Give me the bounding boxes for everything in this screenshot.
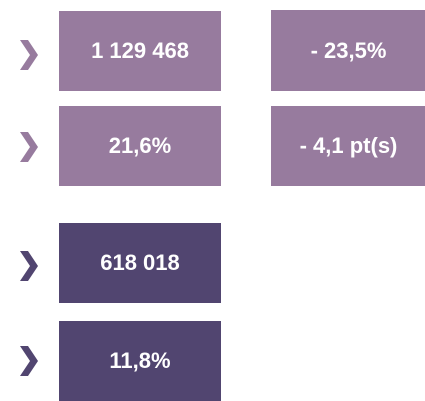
change-box: - 23,5%: [271, 10, 425, 91]
chevron: [20, 40, 38, 70]
change-box: - 4,1 pt(s): [271, 106, 425, 186]
chevron: [20, 346, 38, 376]
value-box: 1 129 468: [59, 11, 221, 91]
value-box: 21,6%: [59, 106, 221, 186]
chevron: [20, 132, 38, 162]
value-box: 11,8%: [59, 321, 221, 401]
value-box: 618 018: [59, 223, 221, 303]
chevron: [20, 251, 38, 281]
